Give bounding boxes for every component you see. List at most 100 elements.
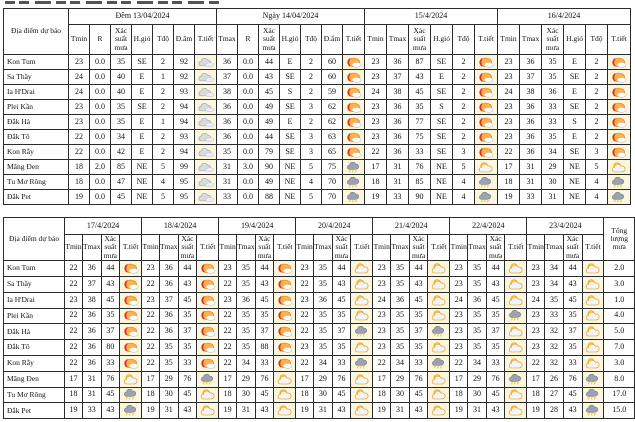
rain-icon [122, 405, 140, 416]
value-cell: 31 [519, 159, 542, 175]
value-cell: 35 [110, 114, 132, 130]
value-cell: 30 [159, 386, 179, 404]
weather-cell [427, 339, 451, 356]
value-cell: 23 [449, 260, 469, 277]
value-cell: 33 [519, 189, 542, 205]
value-cell: 5 [452, 159, 475, 175]
value-cell: 35 [467, 307, 487, 325]
value-cell: 93 [173, 84, 195, 100]
value-cell: 0.0 [237, 189, 259, 205]
rain-icon [507, 310, 525, 321]
hot-sun-icon [199, 295, 217, 306]
value-cell: 32 [544, 323, 564, 341]
value-cell: 23 [364, 99, 387, 115]
sun-cloud-icon [199, 389, 217, 400]
value-cell: 35 [390, 275, 410, 293]
value-cell: 88 [258, 189, 280, 205]
value-cell: 18 [68, 174, 90, 190]
weather-cell [119, 260, 143, 277]
hot-sun-icon [122, 310, 140, 322]
hot-sun-icon [276, 342, 294, 353]
location-cell: Plei Kần [2, 307, 66, 325]
value-cell: NE [131, 189, 153, 205]
sun-cloud-icon [430, 310, 448, 321]
weather-cell [196, 370, 220, 388]
rain-icon [199, 373, 217, 385]
cloud-icon [197, 177, 215, 188]
value-cell: 36 [519, 144, 542, 160]
table-row: Plei Kần 23 0.0 35 SE 2 94 36 0.0 49 SE 3 62 23 36 35 S 2… [3, 99, 631, 115]
value-cell: 23 [497, 54, 520, 70]
value-cell: 44 [258, 129, 280, 145]
weather-cell [119, 354, 143, 372]
sun-cloud-icon [584, 342, 602, 353]
value-cell: 18 [449, 386, 469, 404]
value-cell: 35 [390, 260, 410, 277]
value-cell: SE [563, 99, 586, 115]
value-cell: 35 [541, 54, 564, 70]
value-cell: 17 [295, 370, 315, 388]
cloud-icon [197, 102, 215, 113]
value-cell: 22 [68, 144, 90, 160]
rain-icon [610, 191, 628, 203]
weather-cell [194, 69, 217, 85]
value-cell: NE [279, 189, 301, 205]
weather-cell [342, 84, 365, 100]
sun-cloud-icon [477, 161, 495, 173]
value-cell: 36 [519, 129, 542, 145]
value-cell: 0.0 [89, 84, 111, 100]
value-cell: 22 [295, 275, 315, 293]
value-cell: 18 [364, 174, 387, 190]
value-cell: 34 [236, 354, 256, 372]
value-cell: 43 [331, 275, 352, 293]
value-cell: 65 [321, 144, 343, 160]
weather-cell [194, 84, 217, 100]
value-cell: 31 [541, 189, 564, 205]
value-cell: 22 [526, 354, 546, 372]
value-cell: 0.0 [89, 54, 111, 70]
value-cell: 36 [82, 307, 102, 325]
table-row: Tu Mơ Rông 18 31 45 18 30 45 18 30 45 18 30 45 18 30 45… [2, 386, 635, 404]
weather-cell [196, 386, 220, 404]
value-cell: 24 [68, 84, 90, 100]
sub-column-header: Tmax [544, 233, 564, 262]
weather-cell [194, 189, 217, 205]
weather-cell [196, 354, 220, 372]
sun-cloud-icon [584, 358, 602, 369]
value-cell: 85 [408, 174, 431, 190]
weather-cell [196, 291, 220, 309]
value-cell: 3 [300, 144, 322, 160]
value-cell: 26 [544, 370, 564, 388]
value-cell: 36 [541, 84, 564, 100]
value-cell: E [131, 69, 153, 85]
value-cell: 22 [295, 354, 315, 372]
value-cell: E [563, 54, 586, 70]
value-cell: 59 [321, 84, 343, 100]
value-cell: NE [430, 159, 453, 175]
weather-cell [194, 99, 217, 115]
table-row: Sa Thầy 24 0.0 40 E 1 92 37 0.0 43 SE 2 60 23 37 43 E 2 23… [3, 69, 631, 85]
value-cell: 23 [526, 339, 546, 356]
sun-cloud-icon [584, 326, 602, 337]
total-rain-cell: 4.0 [603, 307, 635, 325]
value-cell: 23 [526, 307, 546, 325]
value-cell: 0.0 [89, 144, 111, 160]
value-cell: 35 [216, 144, 238, 160]
value-cell: 4 [585, 174, 608, 190]
value-cell: 43 [177, 402, 198, 420]
value-cell: 31 [390, 402, 410, 420]
location-column-header: Địa điểm dự báo [2, 216, 66, 262]
value-cell: 94 [173, 144, 195, 160]
value-cell: 76 [485, 370, 506, 388]
weather-cell [273, 370, 297, 388]
date-group-header: Đêm 13/04/2024 [68, 8, 217, 25]
cloud-icon [197, 72, 215, 83]
value-cell: 45 [177, 386, 198, 404]
weather-cell [607, 159, 631, 175]
table-row: Tu Mơ Rông 18 0.0 47 NE 4 95 31 0.0 49 NE 4 70 18 31 85… [3, 174, 631, 190]
value-cell: NE [563, 174, 586, 190]
value-cell: 31 [386, 159, 409, 175]
value-cell: 4 [152, 174, 174, 190]
hot-sun-icon [610, 117, 628, 128]
value-cell: 45 [100, 386, 121, 404]
